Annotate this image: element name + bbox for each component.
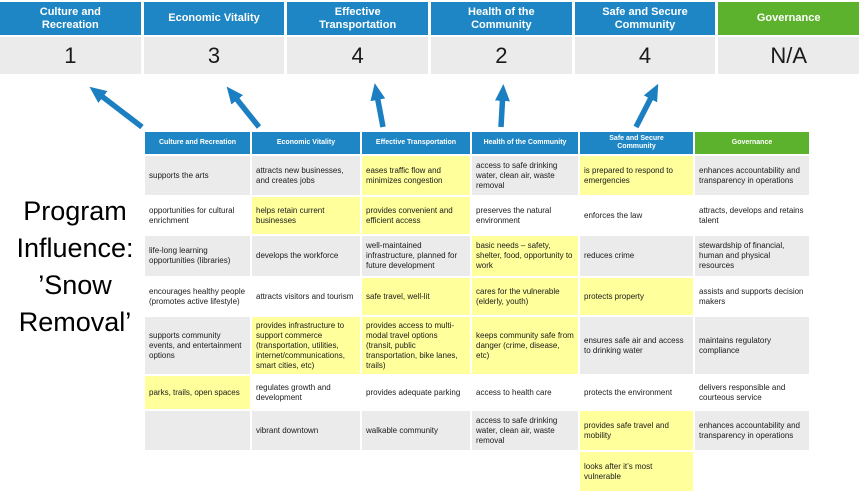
matrix-cell: supports community events, and entertain… — [145, 317, 250, 374]
matrix-cell-highlighted: provides safe travel and mobility — [580, 411, 693, 450]
matrix-cell-highlighted: keeps community safe from danger (crime,… — [472, 317, 578, 374]
matrix-header-3: Effective Transportation — [362, 132, 470, 154]
summary-header: Health of the Community — [431, 2, 572, 35]
program-label-line: Removal’ — [18, 307, 132, 337]
matrix-cell: access to health care — [472, 376, 578, 409]
matrix-cell: maintains regulatory compliance — [695, 317, 809, 374]
matrix-cell: ensures safe air and access to drinking … — [580, 317, 693, 374]
matrix-row: supports the arts attracts new businesses… — [145, 156, 809, 195]
matrix-header-4: Health of the Community — [472, 132, 578, 154]
arrow-up-5-icon — [633, 83, 659, 129]
matrix-cell-highlighted: safe travel, well-lit — [362, 278, 470, 315]
matrix-cell: regulates growth and development — [252, 376, 360, 409]
matrix-cell: delivers responsible and courteous servi… — [695, 376, 809, 409]
matrix-cell: provides adequate parking — [362, 376, 470, 409]
matrix-cell-highlighted: provides convenient and efficient access — [362, 197, 470, 234]
matrix-cell — [695, 452, 809, 491]
matrix-cell — [145, 452, 250, 491]
matrix-row: vibrant downtown walkable community access… — [145, 411, 809, 450]
summary-column-2: Economic Vitality 3 — [143, 2, 285, 74]
matrix-row: looks after it’s most vulnerable — [145, 452, 809, 491]
matrix-cell-highlighted: cares for the vulnerable (elderly, youth… — [472, 278, 578, 315]
summary-header: Governance — [718, 2, 859, 35]
matrix-cell: life-long learning opportunities (librar… — [145, 236, 250, 276]
summary-score: 3 — [143, 37, 285, 74]
arrow-up-2-icon — [226, 86, 262, 129]
matrix-cell — [362, 452, 470, 491]
matrix-cell: enhances accountability and transparency… — [695, 411, 809, 450]
matrix-cell: encourages healthy people (promotes acti… — [145, 278, 250, 315]
matrix-cell: preserves the natural environment — [472, 197, 578, 234]
summary-score: 1 — [0, 37, 141, 74]
matrix-header-2: Economic Vitality — [252, 132, 360, 154]
summary-column-3: Effective Transportation 4 — [287, 2, 428, 74]
arrow-up-1-icon — [89, 86, 144, 130]
matrix-cell: enforces the law — [580, 197, 693, 234]
matrix-cell-highlighted: basic needs – safety, shelter, food, opp… — [472, 236, 578, 276]
matrix-cell: stewardship of financial, human and phys… — [695, 236, 809, 276]
program-influence-label: Program Influence: ’Snow Removal’ — [0, 193, 150, 341]
matrix-cell — [252, 452, 360, 491]
matrix-cell — [472, 452, 578, 491]
matrix-cell: attracts new businesses, and creates job… — [252, 156, 360, 195]
matrix-body: supports the arts attracts new businesses… — [145, 156, 809, 491]
summary-column-1: Culture and Recreation 1 — [0, 2, 141, 74]
matrix-cell-highlighted: provides infrastructure to support comme… — [252, 317, 360, 374]
influence-matrix-table: Culture and Recreation Economic Vitality E… — [143, 130, 811, 493]
matrix-header-6: Governance — [695, 132, 809, 154]
summary-header: Effective Transportation — [287, 2, 428, 35]
program-label-line: Program — [23, 196, 127, 226]
matrix-cell-highlighted: parks, trails, open spaces — [145, 376, 250, 409]
summary-column-4: Health of the Community 2 — [431, 2, 572, 74]
matrix-cell: access to safe drinking water, clean air… — [472, 411, 578, 450]
summary-score: 4 — [574, 37, 716, 74]
arrows-layer — [89, 83, 659, 130]
matrix-row: supports community events, and entertain… — [145, 317, 809, 374]
summary-column-6: Governance N/A — [718, 2, 859, 74]
matrix-cell: vibrant downtown — [252, 411, 360, 450]
arrow-up-3-icon — [370, 83, 386, 128]
summary-header: Culture and Recreation — [0, 2, 141, 35]
summary-banner: Culture and Recreation 1 Economic Vitality… — [0, 2, 859, 74]
arrow-up-4-icon — [494, 84, 510, 128]
matrix-cell-highlighted: looks after it’s most vulnerable — [580, 452, 693, 491]
matrix-cell-highlighted: is prepared to respond to emergencies — [580, 156, 693, 195]
matrix-cell: protects the environment — [580, 376, 693, 409]
matrix-header-row: Culture and Recreation Economic Vitality E… — [145, 132, 809, 154]
matrix-cell-highlighted: protects property — [580, 278, 693, 315]
program-label-line: ’Snow — [38, 270, 112, 300]
matrix-cell-highlighted: helps retain current businesses — [252, 197, 360, 234]
matrix-cell: enhances accountability and transparency… — [695, 156, 809, 195]
matrix-cell — [145, 411, 250, 450]
matrix-header-5: Safe and Secure Community — [580, 132, 693, 154]
matrix-cell: opportunities for cultural enrichment — [145, 197, 250, 234]
matrix-header-1: Culture and Recreation — [145, 132, 250, 154]
summary-score: 2 — [431, 37, 572, 74]
summary-score: 4 — [287, 37, 428, 74]
matrix-row: opportunities for cultural enrichment hel… — [145, 197, 809, 234]
matrix-cell: access to safe drinking water, clean air… — [472, 156, 578, 195]
matrix-cell: attracts, develops and retains talent — [695, 197, 809, 234]
matrix-cell: reduces crime — [580, 236, 693, 276]
matrix-row: life-long learning opportunities (librar… — [145, 236, 809, 276]
matrix-cell-highlighted: provides access to multi-modal travel op… — [362, 317, 470, 374]
matrix-cell: develops the workforce — [252, 236, 360, 276]
matrix-cell: assists and supports decision makers — [695, 278, 809, 315]
matrix-cell: walkable community — [362, 411, 470, 450]
matrix-cell: well-maintained infrastructure, planned … — [362, 236, 470, 276]
matrix-row: encourages healthy people (promotes acti… — [145, 278, 809, 315]
matrix-cell: attracts visitors and tourism — [252, 278, 360, 315]
program-label-line: Influence: — [16, 233, 134, 263]
matrix-cell-highlighted: eases traffic flow and minimizes congest… — [362, 156, 470, 195]
summary-header: Economic Vitality — [143, 2, 285, 35]
matrix-row: parks, trails, open spaces regulates grow… — [145, 376, 809, 409]
summary-score: N/A — [718, 37, 859, 74]
summary-header: Safe and Secure Community — [574, 2, 716, 35]
matrix-cell: supports the arts — [145, 156, 250, 195]
summary-column-5: Safe and Secure Community 4 — [574, 2, 716, 74]
